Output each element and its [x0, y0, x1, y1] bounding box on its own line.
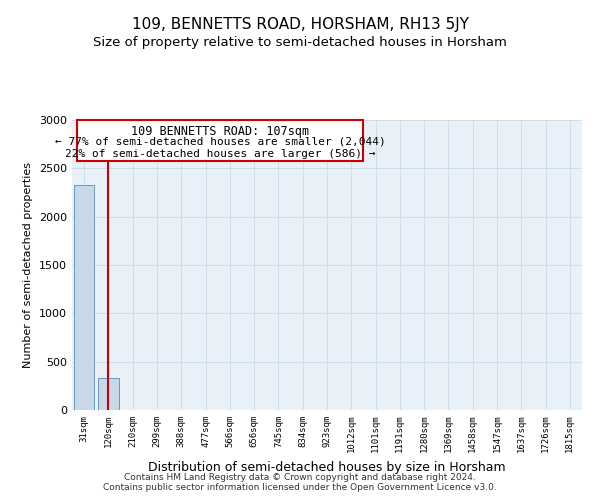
Text: Size of property relative to semi-detached houses in Horsham: Size of property relative to semi-detach… [93, 36, 507, 49]
FancyBboxPatch shape [77, 120, 364, 161]
X-axis label: Distribution of semi-detached houses by size in Horsham: Distribution of semi-detached houses by … [148, 461, 506, 474]
Y-axis label: Number of semi-detached properties: Number of semi-detached properties [23, 162, 34, 368]
Text: Contains HM Land Registry data © Crown copyright and database right 2024.: Contains HM Land Registry data © Crown c… [124, 472, 476, 482]
Text: Contains public sector information licensed under the Open Government Licence v3: Contains public sector information licen… [103, 484, 497, 492]
Text: ← 77% of semi-detached houses are smaller (2,044): ← 77% of semi-detached houses are smalle… [55, 137, 386, 147]
Bar [98, 378, 119, 410]
Text: 109 BENNETTS ROAD: 107sqm: 109 BENNETTS ROAD: 107sqm [131, 125, 309, 138]
Bar [74, 185, 94, 410]
Text: 109, BENNETTS ROAD, HORSHAM, RH13 5JY: 109, BENNETTS ROAD, HORSHAM, RH13 5JY [131, 18, 469, 32]
Text: 22% of semi-detached houses are larger (586) →: 22% of semi-detached houses are larger (… [65, 149, 376, 159]
